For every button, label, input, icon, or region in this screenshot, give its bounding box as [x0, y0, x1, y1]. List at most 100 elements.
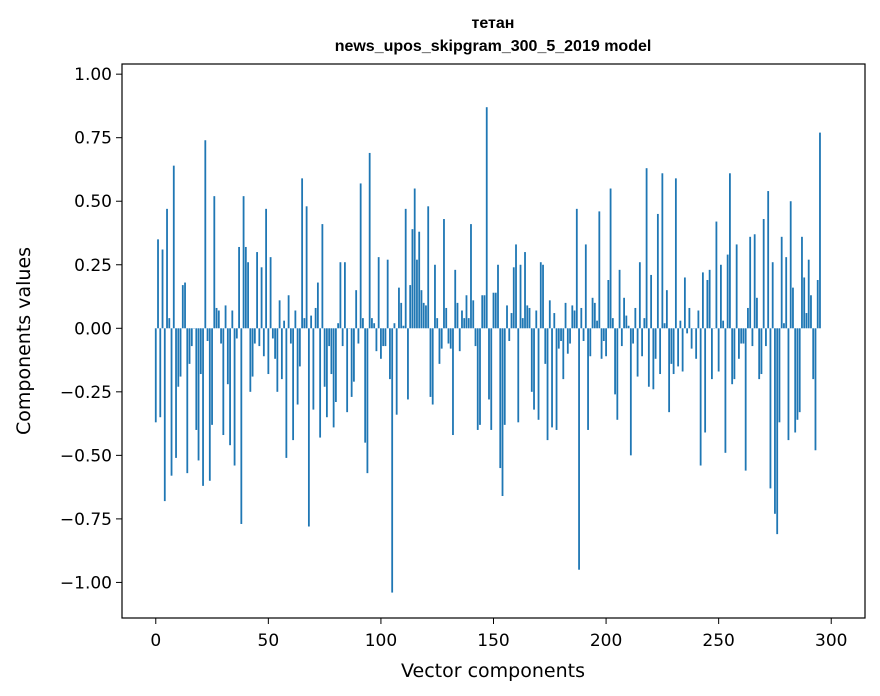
bar-component-66 — [303, 318, 306, 329]
bar-component-178 — [555, 328, 558, 430]
x-tick-label: 250 — [702, 631, 734, 651]
bar-component-99 — [377, 257, 380, 329]
bar-component-130 — [447, 328, 450, 344]
bar-component-110 — [402, 325, 405, 329]
bar-component-153 — [499, 328, 502, 469]
bar-component-148 — [488, 328, 490, 400]
y-tick-label: 0.75 — [74, 129, 112, 149]
bar-component-163 — [521, 318, 524, 329]
bar-component-111 — [404, 208, 407, 329]
bar-component-131 — [449, 328, 452, 349]
bar-component-233 — [679, 320, 682, 329]
bar-component-2 — [159, 328, 162, 418]
bar-component-103 — [386, 259, 389, 329]
bar-component-47 — [260, 267, 263, 329]
bar-component-243 — [701, 272, 704, 329]
bar-component-252 — [722, 320, 725, 329]
bar-component-132 — [452, 328, 454, 436]
bar-component-16 — [190, 328, 193, 347]
bar-component-260 — [740, 328, 743, 344]
bar-component-93 — [364, 328, 367, 443]
bar-component-202 — [609, 188, 612, 329]
bar-component-212 — [632, 328, 634, 344]
bar-component-10 — [177, 328, 180, 387]
bar-component-180 — [560, 328, 562, 341]
bar-component-27 — [215, 307, 218, 329]
bar-component-97 — [373, 323, 376, 329]
bar-component-29 — [220, 328, 222, 344]
bar-component-48 — [262, 328, 265, 357]
bar-component-87 — [350, 328, 353, 397]
bar-component-135 — [458, 328, 461, 352]
bar-component-115 — [413, 188, 416, 329]
y-tick-label: 0.00 — [74, 319, 112, 339]
bar-component-136 — [461, 310, 463, 329]
bar-component-61 — [292, 328, 295, 441]
bar-component-165 — [526, 305, 529, 329]
bar-component-129 — [445, 307, 448, 329]
bar-component-63 — [296, 328, 299, 405]
bar-component-216 — [641, 328, 643, 357]
bar-component-195 — [593, 302, 596, 329]
bar-component-149 — [490, 328, 493, 430]
bar-component-75 — [323, 328, 326, 387]
bar-component-46 — [258, 328, 261, 347]
bar-component-19 — [197, 328, 200, 461]
bar-component-207 — [620, 328, 623, 347]
bar-component-215 — [638, 262, 641, 329]
bar-component-238 — [690, 328, 693, 349]
bar-component-244 — [704, 328, 707, 433]
bar-component-127 — [440, 328, 443, 349]
x-tick-label: 150 — [477, 631, 509, 651]
bar-component-284 — [794, 328, 797, 433]
bar-component-62 — [294, 310, 297, 329]
bar-component-255 — [729, 173, 731, 329]
bar-component-200 — [605, 328, 607, 357]
bar-component-257 — [733, 328, 736, 380]
bar-component-227 — [665, 290, 668, 329]
bar-component-59 — [287, 295, 290, 329]
bar-component-258 — [735, 244, 738, 329]
bar-component-141 — [472, 300, 475, 329]
bar-component-174 — [546, 328, 549, 441]
bar-component-263 — [747, 307, 749, 329]
bar-component-78 — [330, 328, 333, 375]
bar-component-197 — [598, 211, 601, 329]
bar-component-262 — [744, 328, 747, 471]
bar-component-228 — [668, 328, 671, 413]
bar-component-40 — [244, 246, 247, 329]
bar-component-186 — [573, 310, 576, 329]
bar-component-145 — [481, 295, 484, 329]
bar-component-45 — [256, 252, 258, 329]
bar-component-293 — [814, 328, 817, 451]
bar-component-271 — [765, 328, 767, 347]
bar-component-55 — [278, 300, 281, 329]
bar-component-146 — [483, 295, 486, 329]
bar-component-232 — [677, 328, 680, 367]
y-tick-label: 0.25 — [74, 256, 112, 276]
x-tick-label: 100 — [365, 631, 397, 651]
bar-component-221 — [652, 328, 655, 390]
bar-component-203 — [611, 318, 614, 329]
bar-component-184 — [569, 328, 571, 344]
bar-component-39 — [242, 196, 245, 329]
bar-component-172 — [542, 264, 544, 329]
bar-component-219 — [647, 328, 650, 387]
bar-component-268 — [758, 328, 761, 380]
bar-component-158 — [510, 313, 513, 329]
bar-component-245 — [706, 280, 709, 329]
bar-component-185 — [571, 305, 574, 329]
bar-component-292 — [812, 328, 815, 380]
bar-component-95 — [368, 152, 371, 329]
bar-component-83 — [341, 328, 344, 347]
plot-area-frame — [121, 63, 866, 619]
x-tick-label: 50 — [258, 631, 280, 651]
bar-component-226 — [663, 323, 666, 329]
bar-component-134 — [456, 302, 459, 329]
bar-component-295 — [819, 132, 821, 329]
bar-component-120 — [425, 305, 427, 329]
bar-component-82 — [339, 262, 342, 329]
bar-component-98 — [375, 328, 378, 352]
bar-component-277 — [778, 328, 781, 423]
bar-component-4 — [163, 328, 166, 502]
